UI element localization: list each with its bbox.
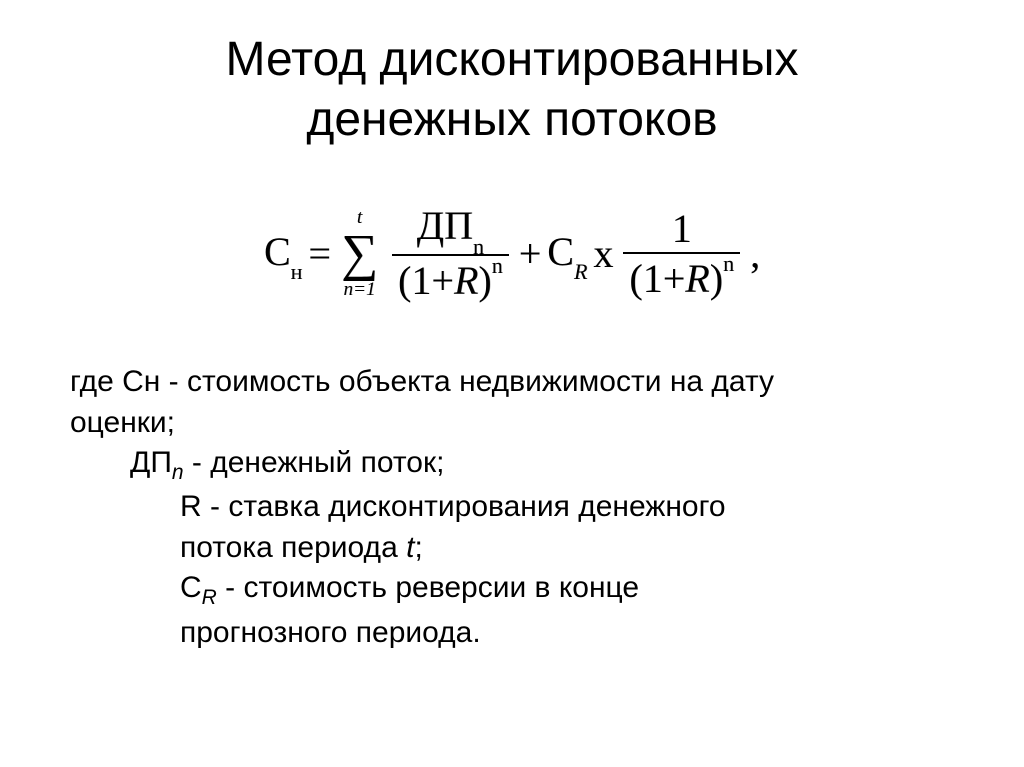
sym-C: C [264, 229, 291, 274]
l5a-sub: R [202, 586, 217, 609]
frac2-den-exp: n [723, 251, 734, 276]
frac1-den: (1+R)n [392, 254, 509, 302]
frac2-den-close: ) [710, 256, 723, 301]
l5a-post: - стоимость реверсии в конце [217, 571, 639, 604]
legend-line-3: ДПn - денежный поток; [130, 443, 964, 487]
term-CR: CR [547, 228, 587, 280]
frac1-num-sub: n [473, 234, 484, 259]
legend-line-4b: потока периода t; [180, 528, 964, 569]
legend-line-4a: R - ставка дисконтирования денежного [180, 487, 964, 528]
cr-sub: R [574, 259, 587, 284]
l3-pre: ДП [130, 446, 172, 479]
legend-line-5a: СR - стоимость реверсии в конце [180, 568, 964, 612]
legend-line-5b: прогнозного периода. [180, 613, 964, 654]
frac2-den: (1+R)n [623, 252, 740, 300]
frac2-den-open: (1+ [629, 256, 685, 301]
fraction-2: 1 (1+R)n [623, 208, 740, 300]
formula: Cн = t ∑ n=1 ДПn (1+R)n + CR x 1 (1+R)n [60, 205, 964, 302]
formula-tail: , [750, 230, 760, 277]
frac1-den-R: R [454, 258, 478, 303]
title-line-1: Метод дисконтированных [226, 33, 799, 86]
frac1-num: ДПn [411, 205, 490, 254]
legend-line-1: где Сн - стоимость объекта недвижимости … [70, 362, 964, 403]
l5a-pre: С [180, 571, 202, 604]
cr-sym: C [547, 229, 574, 274]
frac2-den-R: R [685, 256, 709, 301]
l3-post: - денежный поток; [184, 446, 445, 479]
frac1-num-sym: ДП [417, 203, 473, 248]
summation: t ∑ n=1 [341, 208, 378, 298]
legend-line-2: оценки; [70, 403, 964, 444]
title-line-2: денежных потоков [306, 93, 717, 146]
eq-sign: = [308, 230, 331, 277]
slide-title: Метод дисконтированных денежных потоков [60, 30, 964, 150]
l4b-pre: потока периода [180, 531, 406, 564]
frac1-den-close: ) [478, 258, 491, 303]
sigma-icon: ∑ [341, 228, 378, 280]
fraction-1: ДПn (1+R)n [392, 205, 509, 302]
sym-C-sub: н [291, 259, 303, 284]
slide-root: Метод дисконтированных денежных потоков … [0, 0, 1024, 767]
times-sign: x [593, 230, 613, 277]
frac1-den-exp: n [492, 253, 503, 278]
l3-sub: n [172, 461, 184, 484]
legend: где Сн - стоимость объекта недвижимости … [70, 362, 964, 653]
l4b-post: ; [414, 531, 422, 564]
formula-lhs: Cн [264, 228, 302, 280]
plus-sign: + [519, 230, 542, 277]
frac2-num: 1 [666, 208, 698, 252]
frac1-den-open: (1+ [398, 258, 454, 303]
sum-lower: n=1 [343, 280, 375, 299]
